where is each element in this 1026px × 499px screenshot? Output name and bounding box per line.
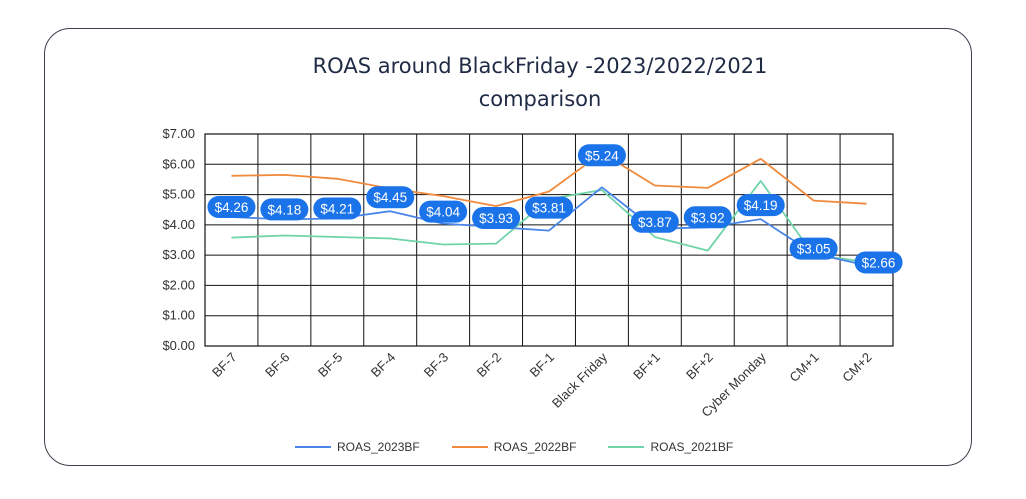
- data-label-bg: [525, 196, 573, 219]
- data-label-bg: [789, 237, 838, 260]
- data-label: $3.92: [691, 210, 725, 225]
- y-tick-label: $3.00: [162, 247, 195, 262]
- data-label-bg: [207, 195, 256, 218]
- series-line-ROAS_2022BF: [231, 151, 867, 208]
- x-tick-label: Black Friday: [549, 349, 611, 411]
- data-label-bg: [472, 206, 521, 229]
- data-label: $4.04: [426, 205, 460, 220]
- x-tick-label: BF-4: [368, 350, 399, 381]
- x-tick-label: BF-1: [527, 350, 558, 381]
- x-tick-label: BF+1: [630, 350, 663, 383]
- chart-title-text: ROAS around BlackFriday -2023/2022/2021 c…: [312, 54, 768, 111]
- data-label-bg: [630, 210, 679, 233]
- y-tick-label: $5.00: [162, 187, 195, 202]
- data-label-bg: [260, 198, 309, 221]
- y-tick-label: $1.00: [162, 308, 195, 323]
- legend-label-2021: ROAS_2021BF: [650, 440, 734, 454]
- plot-area: [204, 133, 894, 347]
- y-tick-label: $4.00: [162, 217, 195, 232]
- y-tick-label: $6.00: [162, 156, 195, 171]
- data-label: $4.18: [267, 202, 301, 217]
- legend-label-2023: ROAS_2023BF: [337, 440, 420, 454]
- x-tick-label: BF+2: [683, 350, 716, 383]
- data-label: $3.87: [638, 215, 672, 230]
- legend-label-2022: ROAS_2022BF: [493, 440, 577, 454]
- data-label-bg: [419, 200, 468, 223]
- data-label: $2.66: [862, 255, 896, 270]
- data-label: $3.81: [532, 201, 566, 216]
- data-label-bg: [854, 251, 903, 274]
- legend-item-2022: ROAS_2022BF: [451, 440, 577, 454]
- chart-title: ROAS around BlackFriday -2023/2022/2021 c…: [0, 50, 1026, 116]
- legend-item-2023: ROAS_2023BF: [295, 440, 420, 454]
- legend-item-2021: ROAS_2021BF: [608, 440, 733, 454]
- x-tick-label: BF-6: [262, 350, 293, 381]
- data-label-bg: [313, 197, 362, 220]
- data-label: $3.93: [479, 211, 513, 226]
- x-tick-label: BF-5: [315, 350, 346, 381]
- data-label-bg: [577, 144, 626, 167]
- data-label: $4.19: [744, 198, 778, 213]
- data-label-bg: [366, 186, 415, 209]
- x-tick-label: BF-2: [474, 350, 505, 381]
- legend-swatch-2023: [295, 446, 331, 448]
- x-tick-label: CM+1: [786, 350, 821, 385]
- y-tick-label: $0.00: [162, 338, 195, 353]
- legend: ROAS_2023BF ROAS_2022BF ROAS_2021BF: [295, 438, 765, 456]
- data-label: $4.45: [373, 190, 407, 205]
- data-label: $4.21: [320, 201, 354, 216]
- data-label-bg: [683, 206, 732, 229]
- x-tick-label: CM+2: [839, 350, 874, 385]
- y-tick-label: $2.00: [162, 277, 195, 292]
- legend-swatch-2022: [451, 446, 488, 448]
- y-tick-label: $7.00: [162, 126, 195, 141]
- x-tick-label: BF-3: [421, 350, 452, 381]
- data-label: $5.24: [585, 148, 619, 163]
- data-label: $4.26: [215, 200, 249, 215]
- data-label: $3.05: [797, 242, 831, 257]
- legend-swatch-2021: [608, 446, 645, 448]
- x-tick-label: BF-7: [209, 350, 240, 381]
- data-label-bg: [736, 194, 785, 217]
